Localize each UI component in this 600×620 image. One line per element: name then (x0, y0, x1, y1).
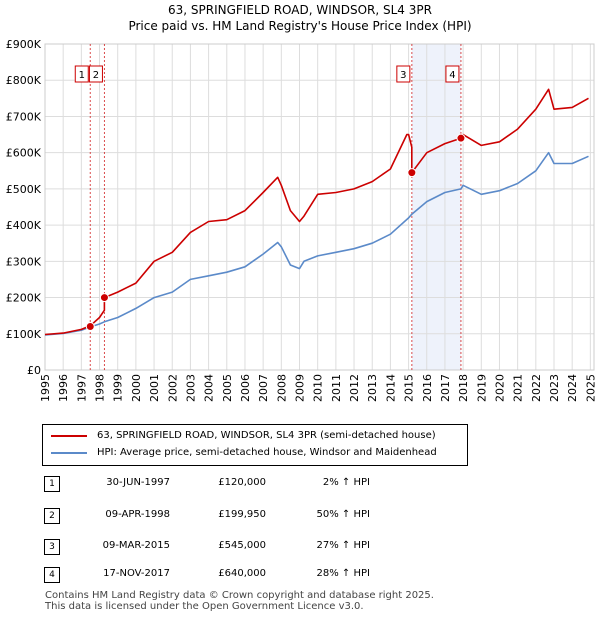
x-tick-label: 2025 (584, 374, 597, 402)
x-tick-label: 2001 (148, 374, 161, 402)
y-tick-label: £600K (6, 147, 42, 160)
sale-label-box (396, 65, 411, 83)
x-tick-label: 1998 (94, 374, 107, 402)
x-tick-label: 2020 (493, 374, 506, 402)
legend-label-property: 63, SPRINGFIELD ROAD, WINDSOR, SL4 3PR (… (97, 430, 436, 441)
x-tick-label: 2016 (421, 374, 434, 402)
transaction-date: 17-NOV-2017 (103, 568, 170, 579)
sale-label-box (445, 65, 460, 83)
x-tick-label: 1999 (112, 374, 125, 402)
y-tick-label: £100K (6, 328, 42, 341)
x-tick-label: 2000 (130, 374, 143, 402)
x-tick-label: 1996 (57, 374, 70, 402)
x-tick-label: 2007 (257, 374, 270, 402)
transaction-number: 1 (44, 476, 60, 492)
legend-swatch-property (51, 434, 87, 437)
x-tick-label: 2022 (530, 374, 543, 402)
x-tick-label: 2015 (403, 374, 416, 402)
x-tick-label: 2010 (312, 374, 325, 402)
legend-item-hpi: HPI: Average price, semi-detached house,… (51, 447, 437, 458)
y-tick-label: £900K (6, 38, 42, 51)
x-tick-label: 2017 (439, 374, 452, 402)
sale-label: 4 (449, 70, 455, 81)
table-row: 2 09-APR-1998 £199,950 50% ↑ HPI (0, 508, 600, 528)
table-row: 1 30-JUN-1997 £120,000 2% ↑ HPI (0, 476, 600, 496)
x-tick-label: 2012 (348, 374, 361, 402)
sale-label: 3 (400, 70, 406, 81)
footer-licence: This data is licensed under the Open Gov… (45, 601, 364, 612)
x-tick-label: 2019 (475, 374, 488, 402)
transaction-hpi: 28% ↑ HPI (316, 568, 370, 579)
sale-point (99, 293, 109, 303)
x-tick-label: 2005 (221, 374, 234, 402)
chart-legend: 63, SPRINGFIELD ROAD, WINDSOR, SL4 3PR (… (42, 424, 468, 466)
x-tick-label: 2008 (275, 374, 288, 402)
transaction-number: 3 (44, 539, 60, 555)
transaction-hpi: 27% ↑ HPI (316, 540, 370, 551)
transaction-hpi: 50% ↑ HPI (316, 509, 370, 520)
legend-item-property: 63, SPRINGFIELD ROAD, WINDSOR, SL4 3PR (… (51, 430, 436, 441)
x-tick-label: 2004 (203, 374, 216, 402)
x-tick-label: 2024 (566, 374, 579, 402)
series-line (44, 151, 589, 336)
x-tick-label: 2002 (166, 374, 179, 402)
chart-subtitle: Price paid vs. HM Land Registry's House … (128, 19, 472, 33)
legend-label-hpi: HPI: Average price, semi-detached house,… (97, 447, 437, 458)
transaction-date: 09-APR-1998 (105, 509, 170, 520)
y-tick-label: £300K (6, 255, 42, 268)
sale-point (407, 168, 417, 178)
x-tick-label: 1995 (39, 374, 52, 402)
chart-title: 63, SPRINGFIELD ROAD, WINDSOR, SL4 3PR (168, 3, 432, 17)
x-tick-label: 2023 (548, 374, 561, 402)
series-line (44, 88, 589, 336)
legend-swatch-hpi (51, 451, 87, 454)
sale-label: 1 (79, 70, 85, 81)
sale-point (456, 133, 466, 143)
x-tick-label: 2018 (457, 374, 470, 402)
sale-point (85, 322, 95, 332)
table-row: 4 17-NOV-2017 £640,000 28% ↑ HPI (0, 567, 600, 587)
y-tick-label: £400K (6, 219, 42, 232)
y-tick-label: £800K (6, 74, 42, 87)
transaction-hpi: 2% ↑ HPI (322, 477, 370, 488)
transaction-date: 30-JUN-1997 (106, 477, 170, 488)
transaction-price: £640,000 (218, 568, 266, 579)
transaction-price: £199,950 (218, 509, 266, 520)
sale-label: 2 (93, 70, 99, 81)
sale-label-box (74, 65, 89, 83)
transaction-date: 09-MAR-2015 (102, 540, 170, 551)
price-chart: £0 £100K £200K £300K £400K £500K £600K £700K £80… (6, 38, 598, 402)
x-tick-label: 2011 (330, 374, 343, 402)
transaction-number: 2 (44, 508, 60, 524)
y-tick-label: £500K (6, 183, 42, 196)
y-tick-label: £0 (27, 364, 41, 377)
sale-label-box (88, 65, 103, 83)
transaction-price: £120,000 (218, 477, 266, 488)
table-row: 3 09-MAR-2015 £545,000 27% ↑ HPI (0, 539, 600, 559)
x-tick-label: 2003 (184, 374, 197, 402)
y-tick-label: £200K (6, 292, 42, 305)
footer-copyright: Contains HM Land Registry data © Crown c… (45, 590, 434, 601)
x-tick-label: 2013 (366, 374, 379, 402)
x-tick-label: 2006 (239, 374, 252, 402)
transaction-price: £545,000 (218, 540, 266, 551)
x-tick-label: 2014 (384, 374, 397, 402)
transaction-number: 4 (44, 567, 60, 583)
y-tick-label: £700K (6, 110, 42, 123)
plot-area (44, 43, 595, 371)
x-tick-label: 2021 (512, 374, 525, 402)
x-tick-label: 1997 (75, 374, 88, 402)
x-tick-label: 2009 (294, 374, 307, 402)
